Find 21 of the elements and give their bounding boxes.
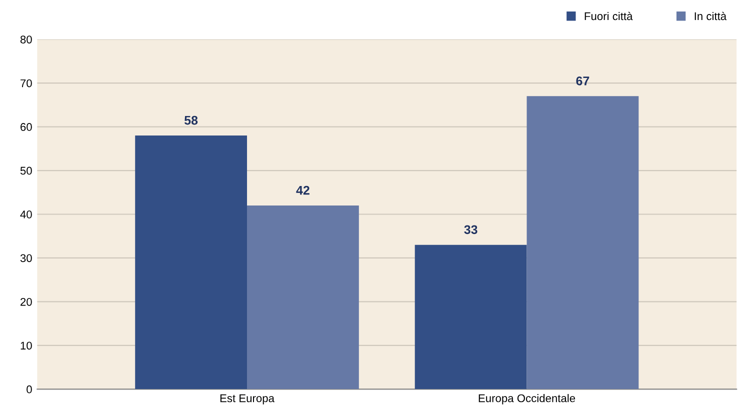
x-tick-label: Europa Occidentale	[478, 394, 576, 404]
y-tick-label: 10	[20, 342, 32, 350]
y-tick-label: 0	[26, 385, 32, 394]
bar	[135, 136, 248, 390]
y-tick-label: 80	[20, 36, 32, 44]
y-tick-label: 30	[20, 254, 32, 262]
data-label: 33	[464, 225, 478, 234]
x-tick-label: Est Europa	[220, 394, 274, 404]
y-tick-label: 60	[20, 123, 32, 131]
bar	[247, 206, 359, 390]
data-label: 42	[296, 186, 310, 195]
y-tick-label: 50	[20, 166, 32, 175]
y-tick-label: 70	[20, 79, 32, 88]
y-tick-label: 20	[20, 298, 32, 306]
legend-label: Fuori città	[584, 12, 633, 20]
legend-label: In città	[694, 12, 727, 20]
data-label: 67	[576, 76, 590, 86]
y-tick-label: 40	[20, 210, 32, 218]
data-label: 58	[184, 116, 198, 125]
bar	[414, 244, 527, 390]
bar	[526, 96, 639, 390]
